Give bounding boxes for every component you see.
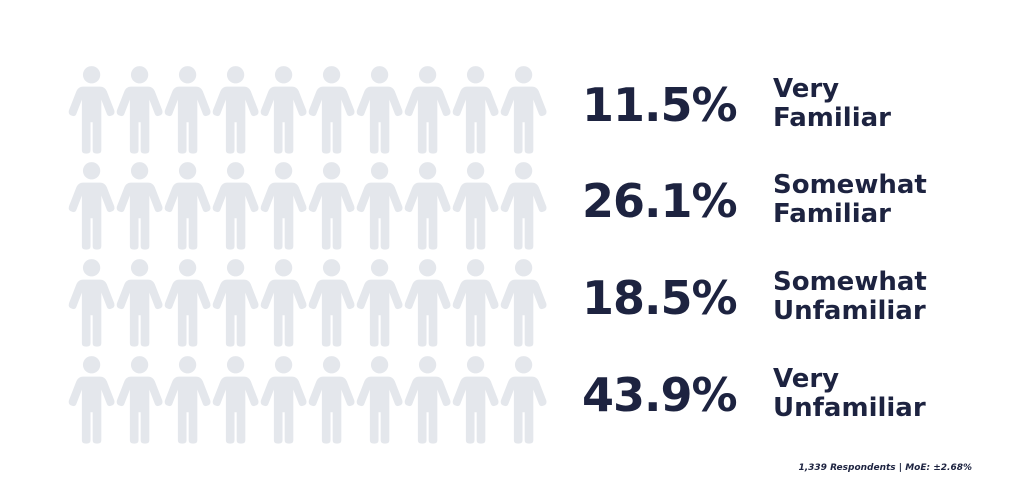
value-label: 18.5% xyxy=(582,271,738,325)
empty-icon xyxy=(68,259,115,347)
empty-icon xyxy=(308,356,355,444)
value-label: 26.1% xyxy=(582,174,738,228)
empty-icon xyxy=(452,66,499,154)
empty-icon xyxy=(356,162,403,250)
empty-icon xyxy=(260,162,307,250)
empty-icon xyxy=(260,66,307,154)
empty-icon xyxy=(452,356,499,444)
empty-icon xyxy=(116,259,163,347)
empty-icon xyxy=(164,259,211,347)
empty-icon xyxy=(164,356,211,444)
empty-icon xyxy=(500,66,547,154)
category-label: Somewhat Unfamiliar xyxy=(773,267,927,326)
empty-icon xyxy=(308,162,355,250)
empty-icon xyxy=(356,259,403,347)
empty-icon xyxy=(68,356,115,444)
empty-icon xyxy=(116,66,163,154)
icon-row xyxy=(68,356,547,444)
empty-icon xyxy=(308,259,355,347)
empty-icon xyxy=(212,66,259,154)
empty-icon xyxy=(500,356,547,444)
empty-icon xyxy=(260,356,307,444)
empty-icon xyxy=(404,66,451,154)
empty-icon xyxy=(308,66,355,154)
empty-icon xyxy=(260,259,307,347)
category-label: Somewhat Familiar xyxy=(773,170,927,229)
icon-row xyxy=(68,66,547,154)
empty-icon xyxy=(356,356,403,444)
empty-icon xyxy=(212,162,259,250)
empty-icon xyxy=(68,66,115,154)
empty-icon xyxy=(500,162,547,250)
icon-row xyxy=(68,259,547,347)
empty-icon xyxy=(212,356,259,444)
empty-icon xyxy=(164,162,211,250)
value-label: 11.5% xyxy=(582,78,738,132)
icon-row xyxy=(68,162,547,250)
category-label: Very Familiar xyxy=(773,74,891,133)
empty-icon xyxy=(68,162,115,250)
empty-icon xyxy=(212,259,259,347)
empty-icon xyxy=(404,259,451,347)
empty-icon xyxy=(356,66,403,154)
empty-icon xyxy=(452,259,499,347)
value-label: 43.9% xyxy=(582,368,738,422)
empty-icon xyxy=(404,162,451,250)
empty-icon xyxy=(404,356,451,444)
category-label: Very Unfamiliar xyxy=(773,364,926,423)
empty-icon xyxy=(164,66,211,154)
empty-icon xyxy=(116,356,163,444)
footnote: 1,339 Respondents | MoE: ±2.68% xyxy=(798,463,972,473)
empty-icon xyxy=(116,162,163,250)
empty-icon xyxy=(500,259,547,347)
empty-icon xyxy=(452,162,499,250)
